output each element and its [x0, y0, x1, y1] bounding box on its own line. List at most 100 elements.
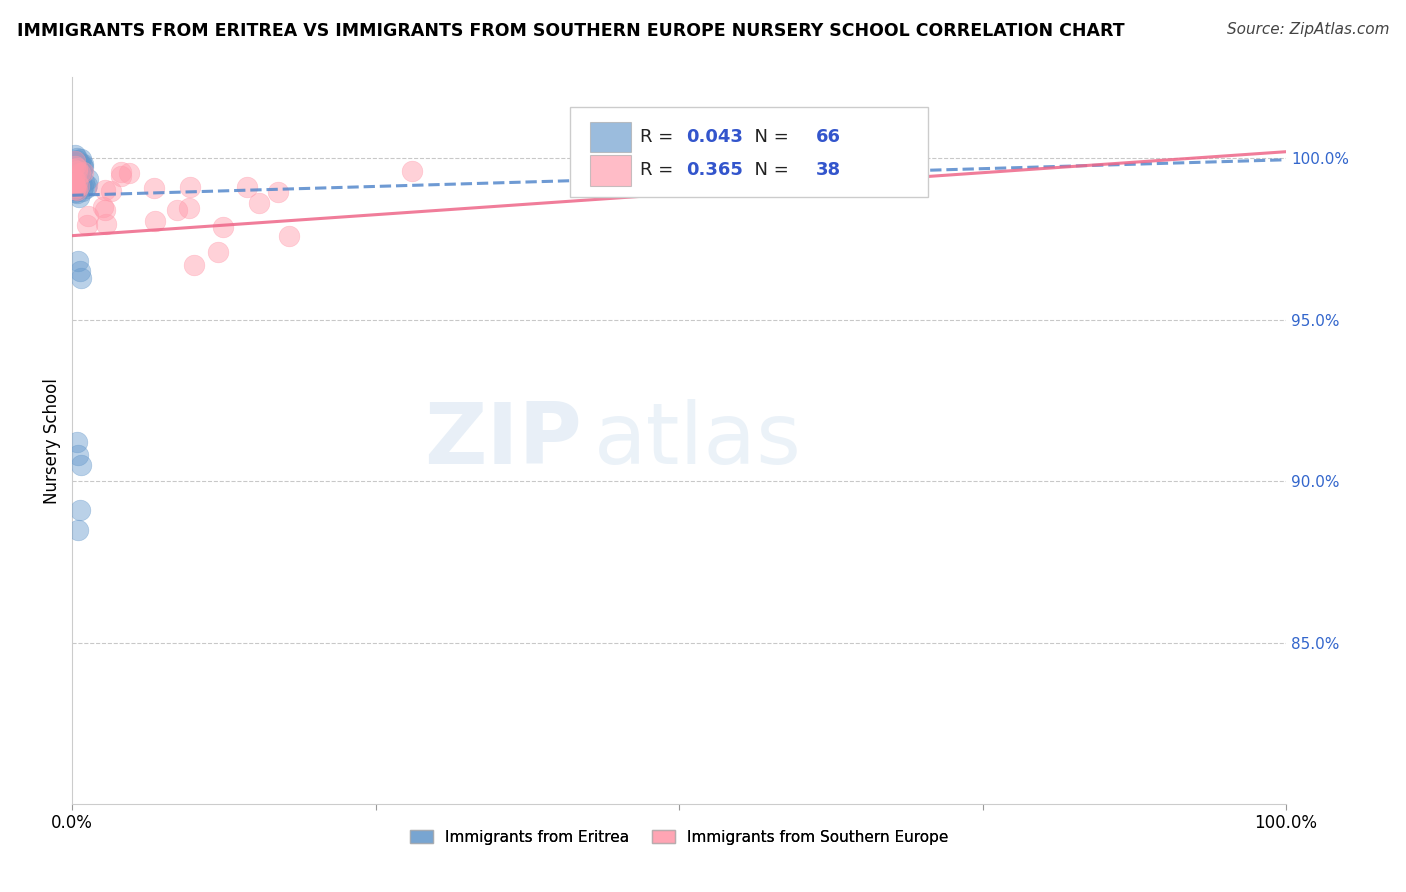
- Point: [65, 175, 87, 189]
- Point: [63, 181, 86, 195]
- Point: [66, 186, 89, 201]
- Point: [207, 244, 229, 259]
- Point: [62, 172, 84, 186]
- Point: [69, 160, 91, 174]
- Point: [63, 170, 86, 185]
- Point: [63, 167, 86, 181]
- Text: 0.043: 0.043: [686, 128, 744, 146]
- Point: [62, 162, 84, 177]
- Point: [93, 183, 115, 197]
- Point: [62, 156, 84, 170]
- Point: [67, 448, 90, 462]
- Point: [62, 183, 84, 197]
- Point: [65, 156, 87, 170]
- Point: [277, 229, 299, 244]
- Point: [66, 151, 89, 165]
- Point: [63, 186, 86, 200]
- Point: [66, 181, 89, 195]
- Point: [62, 165, 84, 179]
- Point: [65, 148, 87, 162]
- Point: [65, 175, 87, 189]
- Point: [72, 165, 94, 179]
- Point: [62, 157, 84, 171]
- Point: [67, 172, 90, 186]
- Point: [401, 164, 423, 178]
- Point: [70, 158, 93, 172]
- Point: [69, 155, 91, 169]
- Text: 66: 66: [817, 128, 841, 146]
- Point: [66, 181, 89, 195]
- Point: [179, 180, 201, 194]
- Point: [70, 152, 93, 166]
- Point: [72, 161, 94, 175]
- Text: 0.365: 0.365: [686, 161, 744, 179]
- Point: [63, 182, 86, 196]
- Point: [76, 178, 98, 192]
- Point: [143, 214, 166, 228]
- Point: [66, 161, 89, 175]
- Point: [183, 258, 205, 272]
- Point: [65, 163, 87, 178]
- Point: [65, 170, 87, 185]
- Point: [69, 503, 91, 517]
- Point: [65, 182, 87, 196]
- Point: [65, 161, 87, 176]
- Point: [100, 184, 122, 198]
- Point: [63, 168, 86, 182]
- FancyBboxPatch shape: [591, 155, 630, 186]
- Point: [77, 209, 100, 223]
- Point: [66, 153, 89, 167]
- Point: [110, 165, 132, 179]
- Point: [211, 220, 233, 235]
- Point: [66, 164, 89, 178]
- Y-axis label: Nursery School: Nursery School: [44, 378, 60, 504]
- Text: N =: N =: [744, 128, 794, 146]
- Point: [247, 196, 270, 211]
- Point: [67, 178, 90, 193]
- Point: [67, 523, 90, 537]
- Point: [91, 201, 114, 215]
- Point: [62, 165, 84, 179]
- Point: [63, 156, 86, 170]
- Point: [63, 156, 86, 170]
- Text: Source: ZipAtlas.com: Source: ZipAtlas.com: [1226, 22, 1389, 37]
- Point: [267, 185, 290, 199]
- Point: [63, 154, 86, 169]
- Point: [67, 254, 90, 268]
- Point: [62, 154, 84, 169]
- Point: [236, 180, 259, 194]
- Point: [63, 183, 86, 197]
- Text: N =: N =: [744, 161, 794, 179]
- Point: [69, 166, 91, 180]
- Point: [70, 177, 93, 191]
- Point: [67, 156, 90, 170]
- Text: R =: R =: [640, 161, 679, 179]
- Point: [75, 180, 97, 194]
- Point: [179, 201, 201, 215]
- Point: [66, 183, 89, 197]
- Point: [62, 161, 84, 175]
- Point: [63, 178, 86, 193]
- Point: [60, 172, 83, 186]
- Point: [63, 177, 86, 191]
- Point: [65, 167, 87, 181]
- Point: [72, 179, 94, 194]
- Point: [66, 166, 89, 180]
- Point: [166, 202, 188, 217]
- Point: [69, 270, 91, 285]
- FancyBboxPatch shape: [569, 106, 928, 197]
- Point: [66, 181, 89, 195]
- Point: [63, 171, 86, 186]
- Text: R =: R =: [640, 128, 679, 146]
- Point: [65, 180, 87, 194]
- FancyBboxPatch shape: [591, 121, 630, 153]
- Point: [70, 162, 93, 177]
- Point: [73, 175, 96, 189]
- Point: [69, 458, 91, 472]
- Point: [66, 435, 89, 450]
- Point: [67, 190, 90, 204]
- Legend: Immigrants from Eritrea, Immigrants from Southern Europe: Immigrants from Eritrea, Immigrants from…: [404, 823, 955, 851]
- Point: [96, 217, 118, 231]
- Point: [63, 153, 86, 168]
- Text: IMMIGRANTS FROM ERITREA VS IMMIGRANTS FROM SOUTHERN EUROPE NURSERY SCHOOL CORREL: IMMIGRANTS FROM ERITREA VS IMMIGRANTS FR…: [17, 22, 1125, 40]
